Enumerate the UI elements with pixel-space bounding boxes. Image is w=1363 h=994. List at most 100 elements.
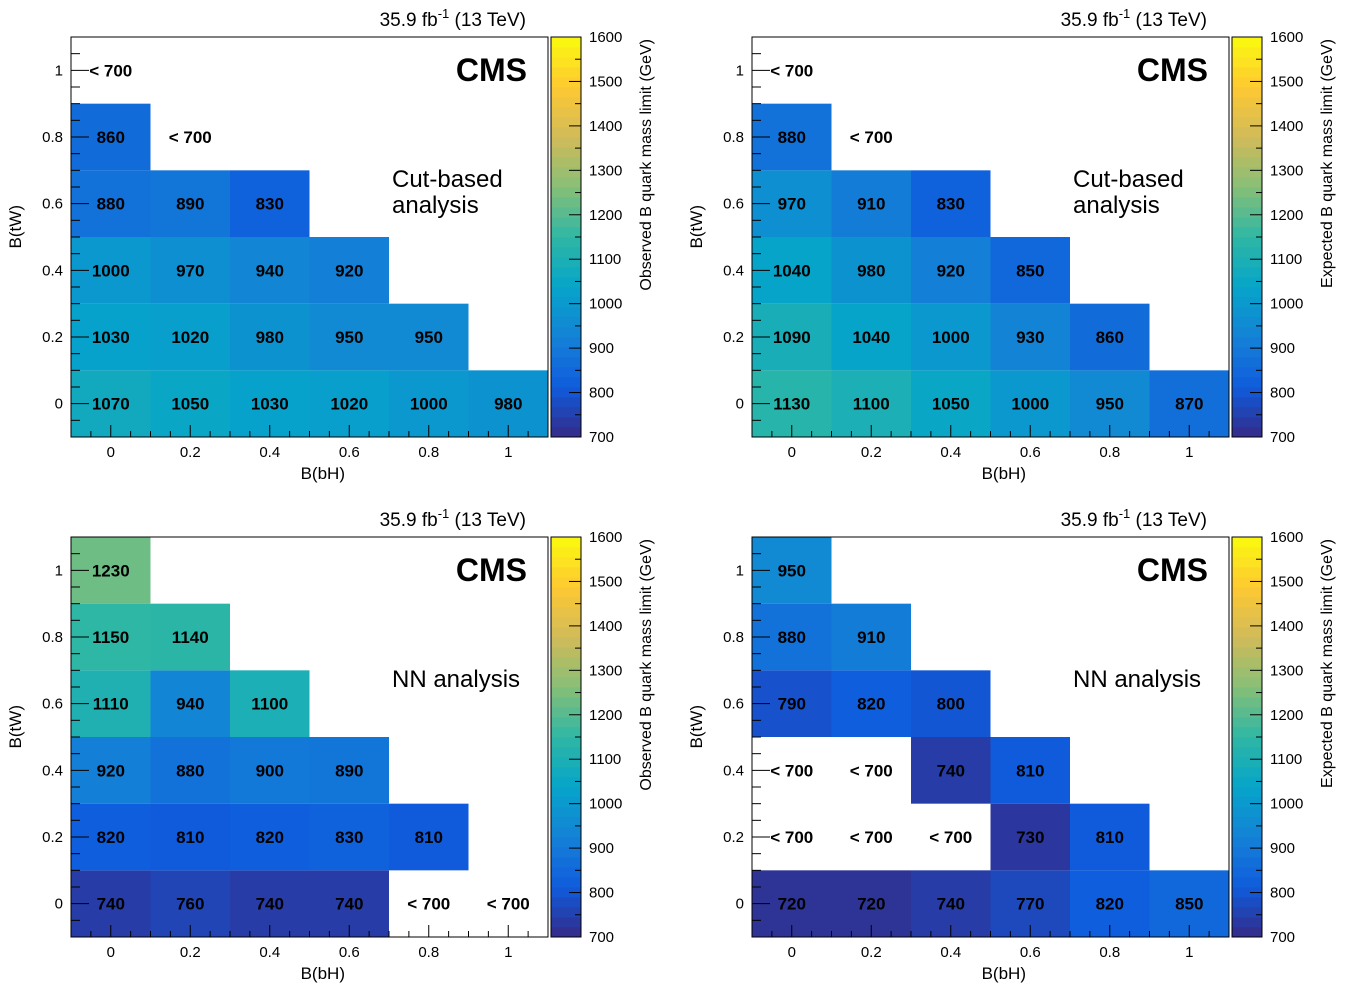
cell-value-label: < 700 — [770, 828, 813, 847]
colorbar-tick-label: 1600 — [1270, 529, 1303, 546]
colorbar-band — [1232, 737, 1262, 748]
cell-value-label: 770 — [1016, 895, 1044, 914]
colorbar-band — [551, 807, 581, 818]
colorbar-band — [1232, 297, 1262, 308]
cell-value-label: 830 — [256, 195, 284, 214]
colorbar-band — [551, 887, 581, 898]
colorbar-tick-label: 900 — [1270, 840, 1295, 857]
cell-value-label: 810 — [176, 828, 204, 847]
colorbar-band — [1232, 87, 1262, 98]
colorbar-tick-label: 1000 — [1270, 796, 1303, 813]
colorbar-band — [551, 927, 581, 938]
colorbar-band — [551, 297, 581, 308]
colorbar-band — [1232, 607, 1262, 618]
analysis-title-line: NN analysis — [392, 666, 520, 693]
colorbar-band — [551, 417, 581, 428]
cell-value-label: 1000 — [1011, 395, 1049, 414]
x-tick-label: 0.6 — [339, 944, 360, 961]
colorbar-band — [551, 687, 581, 698]
colorbar-band — [1232, 157, 1262, 168]
heatmap-cell — [150, 170, 230, 237]
colorbar-band — [1232, 237, 1262, 248]
x-tick-label: 0.8 — [1099, 944, 1120, 961]
colorbar-band — [1232, 747, 1262, 758]
colorbar-tick-label: 1300 — [1270, 662, 1303, 679]
colorbar-tick-label: 1600 — [589, 529, 622, 546]
y-tick-label: 0.8 — [42, 629, 63, 646]
y-tick-label: 1 — [55, 562, 63, 579]
colorbar-band — [1232, 357, 1262, 368]
colorbar-band — [1232, 887, 1262, 898]
colorbar-band — [551, 167, 581, 178]
x-tick-label: 0.6 — [1020, 944, 1041, 961]
colorbar-band — [551, 557, 581, 568]
x-tick-label: 0 — [788, 444, 796, 461]
colorbar-band — [551, 847, 581, 858]
colorbar-tick-label: 700 — [1270, 429, 1295, 446]
colorbar-band — [1232, 777, 1262, 788]
cell-value-label: 760 — [176, 895, 204, 914]
colorbar-band — [551, 147, 581, 158]
x-tick-label: 0.6 — [339, 444, 360, 461]
heatmap-cell — [911, 170, 991, 237]
heatmap-cell — [309, 303, 389, 371]
colorbar-tick-label: 1200 — [1270, 707, 1303, 724]
cell-value-label: 830 — [937, 195, 965, 214]
y-tick-label: 0.4 — [723, 262, 744, 279]
colorbar-band — [551, 227, 581, 238]
colorbar-band — [1232, 657, 1262, 668]
cell-value-label: 1040 — [852, 328, 890, 347]
colorbar-band — [551, 867, 581, 878]
colorbar-band — [551, 347, 581, 358]
heatmap-cell — [230, 237, 310, 304]
cms-label: CMS — [456, 52, 527, 88]
cell-value-label: 1050 — [932, 395, 970, 414]
cell-value-label: 820 — [256, 828, 284, 847]
colorbar-band — [551, 127, 581, 138]
cell-value-label: 720 — [857, 895, 885, 914]
colorbar-band — [551, 667, 581, 678]
cell-value-label: < 700 — [929, 828, 972, 847]
heatmap-cell — [150, 803, 230, 871]
heatmap-cell — [389, 303, 469, 371]
colorbar-band — [1232, 317, 1262, 328]
colorbar-tick-label: 1500 — [589, 73, 622, 90]
cell-value-label: 720 — [778, 895, 806, 914]
colorbar-band — [551, 177, 581, 188]
heatmap-cell — [150, 737, 230, 804]
colorbar-tick-label: 1300 — [589, 162, 622, 179]
cell-value-label: 950 — [778, 561, 806, 580]
colorbar-band — [1232, 227, 1262, 238]
cell-value-label: 920 — [97, 761, 125, 780]
colorbar-tick-label: 1200 — [589, 707, 622, 724]
colorbar-band — [551, 137, 581, 148]
colorbar-band — [551, 857, 581, 868]
x-tick-label: 1 — [1185, 944, 1193, 961]
y-tick-label: 0.4 — [42, 262, 63, 279]
cell-value-label: 1020 — [330, 395, 368, 414]
colorbar-band — [1232, 217, 1262, 228]
colorbar-band — [551, 617, 581, 628]
cell-value-label: 880 — [97, 195, 125, 214]
colorbar-band — [1232, 307, 1262, 318]
colorbar-band — [551, 747, 581, 758]
colorbar-band — [551, 897, 581, 908]
colorbar-title: Observed B quark mass limit (GeV) — [638, 39, 655, 291]
cms-label: CMS — [1137, 552, 1208, 588]
colorbar: 700 800 900 1000 1100 1200 1300 1400 1500 1600 Exp… — [1231, 29, 1336, 446]
cell-value-label: < 700 — [770, 61, 813, 80]
cell-value-label: 1000 — [932, 328, 970, 347]
colorbar-band — [551, 607, 581, 618]
colorbar-band — [1232, 177, 1262, 188]
colorbar-band — [1232, 907, 1262, 918]
colorbar-tick-label: 1000 — [589, 796, 622, 813]
cell-value-label: 810 — [1096, 828, 1124, 847]
heatmap-cell — [831, 670, 911, 737]
cell-value-label: < 700 — [850, 128, 893, 147]
colorbar-band — [1232, 687, 1262, 698]
colorbar-band — [1232, 817, 1262, 828]
colorbar-band — [1232, 187, 1262, 198]
cell-value-label: 1040 — [773, 261, 811, 280]
colorbar-tick-label: 1000 — [1270, 296, 1303, 313]
cell-value-label: 890 — [335, 761, 363, 780]
